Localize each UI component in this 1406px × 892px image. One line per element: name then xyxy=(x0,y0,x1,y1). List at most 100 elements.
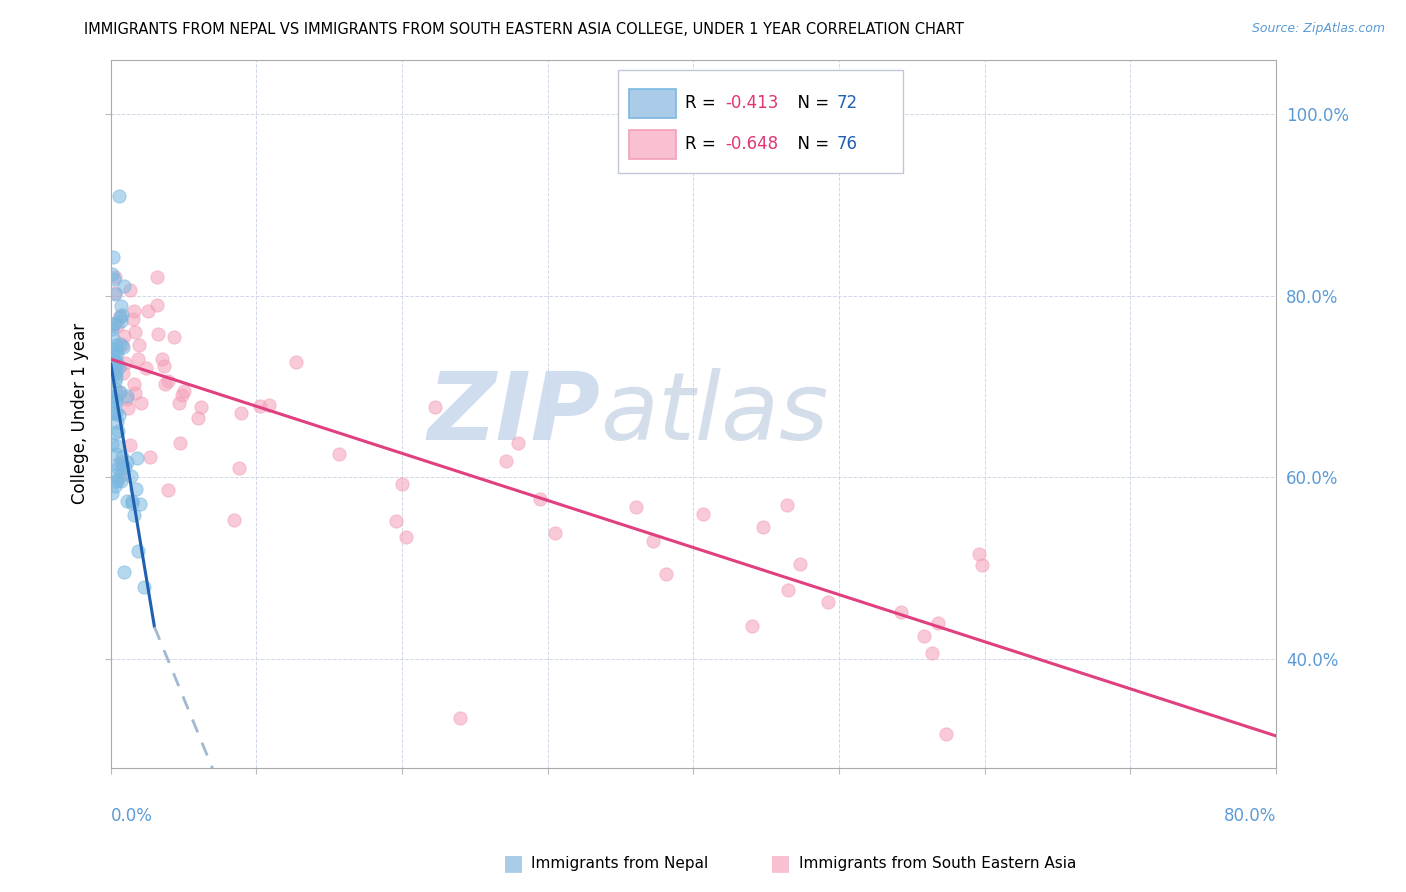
Point xyxy=(111,308,134,322)
Point xyxy=(103,393,125,408)
Point xyxy=(101,406,124,420)
Point xyxy=(170,388,193,402)
Point xyxy=(167,395,190,409)
Point xyxy=(105,473,128,487)
Point xyxy=(129,497,152,511)
Point xyxy=(101,322,124,336)
Point xyxy=(259,398,281,412)
Text: Immigrants from South Eastern Asia: Immigrants from South Eastern Asia xyxy=(799,856,1076,871)
Point xyxy=(817,594,839,608)
Point xyxy=(135,361,157,376)
Point xyxy=(101,390,124,404)
Point xyxy=(529,492,551,507)
Point xyxy=(967,548,990,562)
Point xyxy=(104,287,127,301)
Point xyxy=(105,345,128,359)
Point xyxy=(112,565,135,579)
Point xyxy=(114,356,136,370)
FancyBboxPatch shape xyxy=(630,129,676,160)
Point xyxy=(110,310,132,324)
Point xyxy=(110,455,132,469)
Point xyxy=(104,365,127,379)
Point xyxy=(624,500,647,515)
Point xyxy=(156,483,179,498)
Point xyxy=(104,393,127,408)
Point xyxy=(111,338,134,352)
Point xyxy=(776,498,799,512)
Point xyxy=(117,401,139,416)
Text: N =: N = xyxy=(787,94,834,112)
Point xyxy=(391,476,413,491)
Point xyxy=(169,436,191,450)
Point xyxy=(105,338,128,352)
Text: 0.0%: 0.0% xyxy=(111,806,153,824)
Point xyxy=(101,250,124,264)
Point xyxy=(385,514,408,528)
Point xyxy=(912,629,935,643)
Point xyxy=(118,283,141,297)
Point xyxy=(124,325,146,339)
Text: ■: ■ xyxy=(770,854,790,873)
Point xyxy=(921,646,943,660)
Point xyxy=(121,495,143,509)
Point xyxy=(105,395,128,409)
Point xyxy=(107,458,129,472)
Point xyxy=(115,494,138,508)
Point xyxy=(104,270,127,285)
Point xyxy=(328,447,350,461)
Point xyxy=(101,346,124,360)
Text: N =: N = xyxy=(787,135,834,153)
Point xyxy=(104,426,127,441)
Point xyxy=(156,374,179,388)
Point xyxy=(163,330,186,344)
Point xyxy=(187,411,209,425)
Text: Immigrants from Nepal: Immigrants from Nepal xyxy=(531,856,709,871)
Point xyxy=(643,534,665,549)
Point xyxy=(249,399,271,413)
Point xyxy=(108,385,131,400)
Point xyxy=(103,272,125,286)
Point xyxy=(105,356,128,370)
Point xyxy=(105,343,128,358)
Text: -0.413: -0.413 xyxy=(725,94,779,112)
Point xyxy=(134,580,156,594)
Point xyxy=(117,389,139,403)
Point xyxy=(449,711,471,725)
Point xyxy=(155,377,177,392)
Point xyxy=(108,337,131,351)
Text: -0.648: -0.648 xyxy=(725,135,778,153)
Point xyxy=(105,355,128,369)
Point xyxy=(104,316,127,330)
FancyBboxPatch shape xyxy=(630,88,676,119)
Point xyxy=(110,450,132,464)
Point xyxy=(741,619,763,633)
Point xyxy=(927,616,949,631)
Point xyxy=(105,319,128,334)
Point xyxy=(136,304,159,318)
Point xyxy=(125,450,148,465)
Point xyxy=(111,461,134,475)
Point xyxy=(127,352,149,367)
Point xyxy=(101,342,124,356)
Point xyxy=(284,355,307,369)
Point xyxy=(110,467,132,482)
Point xyxy=(105,439,128,453)
Point xyxy=(103,317,125,331)
Point xyxy=(128,338,150,352)
Point xyxy=(105,416,128,430)
Point xyxy=(108,385,131,400)
Point xyxy=(506,436,529,450)
Point xyxy=(104,479,127,493)
Text: 80.0%: 80.0% xyxy=(1223,806,1277,824)
Point xyxy=(231,406,253,420)
Point xyxy=(111,366,134,380)
Point xyxy=(108,309,131,323)
Point xyxy=(789,558,811,572)
Point xyxy=(104,405,127,419)
Point xyxy=(107,424,129,438)
Point xyxy=(935,727,957,741)
Point xyxy=(125,482,148,496)
FancyBboxPatch shape xyxy=(617,70,903,173)
Text: Source: ZipAtlas.com: Source: ZipAtlas.com xyxy=(1251,22,1385,36)
Y-axis label: College, Under 1 year: College, Under 1 year xyxy=(72,323,89,504)
